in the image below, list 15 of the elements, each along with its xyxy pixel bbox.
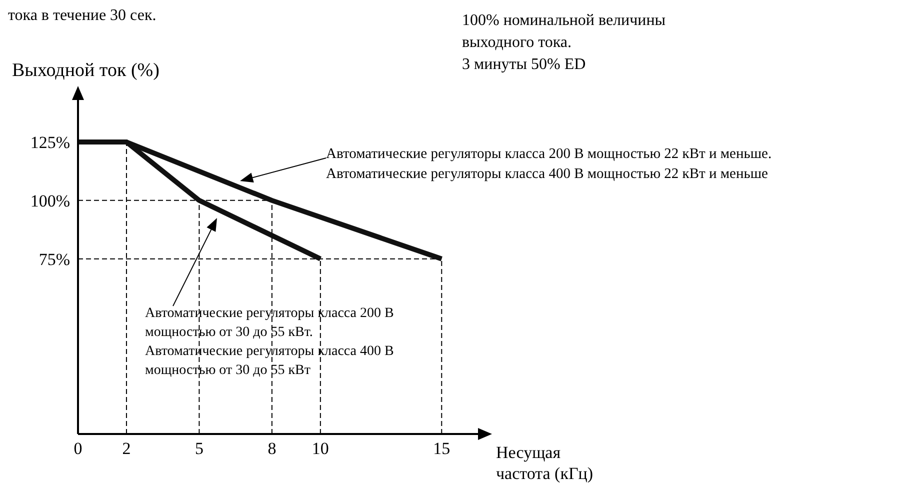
x-tick-label: 5 [194, 439, 204, 458]
x-tick-label: 2 [122, 439, 131, 458]
x-axis-title: Несущая частота (кГц) [496, 442, 594, 484]
text: тока в течение 30 сек. [8, 6, 156, 26]
x-tick-label: 8 [268, 439, 276, 458]
y-tick-label: 75% [38, 250, 70, 269]
y-axis-title: Выходной ток (%) [12, 60, 160, 82]
x-tick-label: 10 [312, 439, 329, 458]
text: 100% номинальной величины выходного тока. 3 минуты 50% ED [462, 11, 666, 75]
x-tick-label: 0 [74, 439, 82, 458]
annotation: Автоматические регуляторы класса 200 В мощностью 22 кВт и меньше. Автоматические регуляторы класса 400 В мощностью 22 кВт и меньше [326, 145, 772, 184]
x-tick-label: 15 [433, 439, 450, 458]
y-tick-label: 100% [30, 191, 70, 210]
y-tick-label: 125% [30, 133, 70, 152]
annotation: Автоматические регуляторы класса 200 В мощностью от 30 до 55 кВт. Автоматические регуляторы класса 400 В мощностью от 30 до 55 кВт [145, 305, 394, 380]
